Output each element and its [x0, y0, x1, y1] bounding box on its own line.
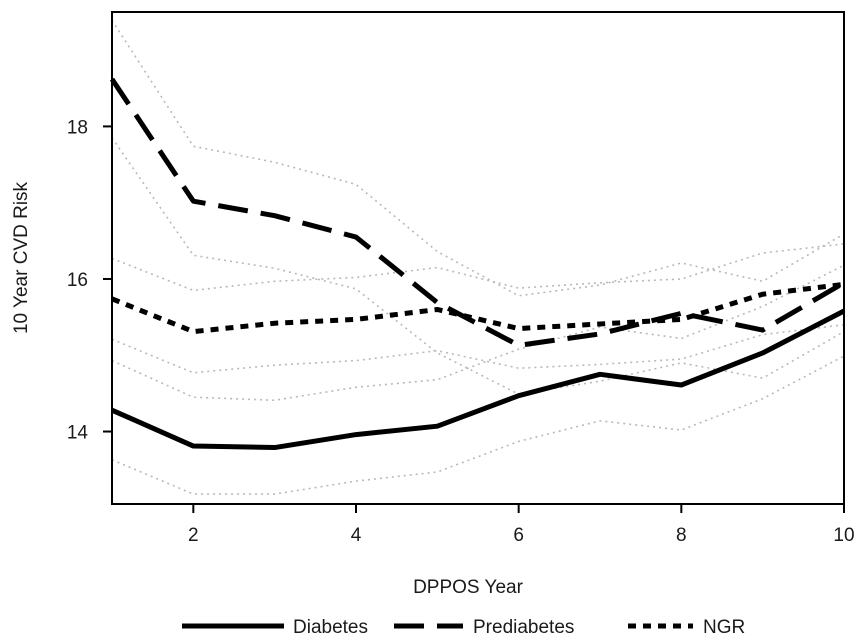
legend: Diabetes Prediabetes NGR: [182, 617, 745, 637]
y-axis: 14 16 18: [67, 117, 112, 444]
plot-frame: [111, 11, 845, 505]
y-axis-title: 10 Year CVD Risk: [11, 181, 32, 334]
ci-lower-line: [111, 137, 845, 395]
x-tick-label: 8: [676, 525, 687, 546]
x-axis-title: DPPOS Year: [413, 577, 524, 598]
ci-lower-line: [111, 355, 845, 495]
ci-upper-line: [111, 264, 845, 402]
series-line: [111, 281, 845, 335]
ci-upper-line: [111, 243, 845, 292]
x-tick-label: 4: [351, 525, 362, 546]
series-line: [109, 77, 846, 348]
ci-upper-line: [111, 19, 845, 297]
y-tick-label: 14: [67, 423, 89, 444]
ci-bands: [111, 19, 845, 495]
series-lines: [109, 77, 846, 451]
y-tick-label: 16: [67, 270, 88, 291]
legend-label: NGR: [703, 617, 745, 637]
series-line: [110, 308, 846, 451]
x-axis: 2 4 6 8 10: [188, 504, 854, 546]
x-tick-label: 2: [188, 525, 199, 546]
x-tick-label: 10: [833, 525, 854, 546]
legend-label: Diabetes: [293, 617, 368, 637]
y-tick-label: 18: [67, 117, 88, 138]
x-tick-label: 6: [513, 525, 524, 546]
legend-label: Prediabetes: [473, 617, 574, 637]
